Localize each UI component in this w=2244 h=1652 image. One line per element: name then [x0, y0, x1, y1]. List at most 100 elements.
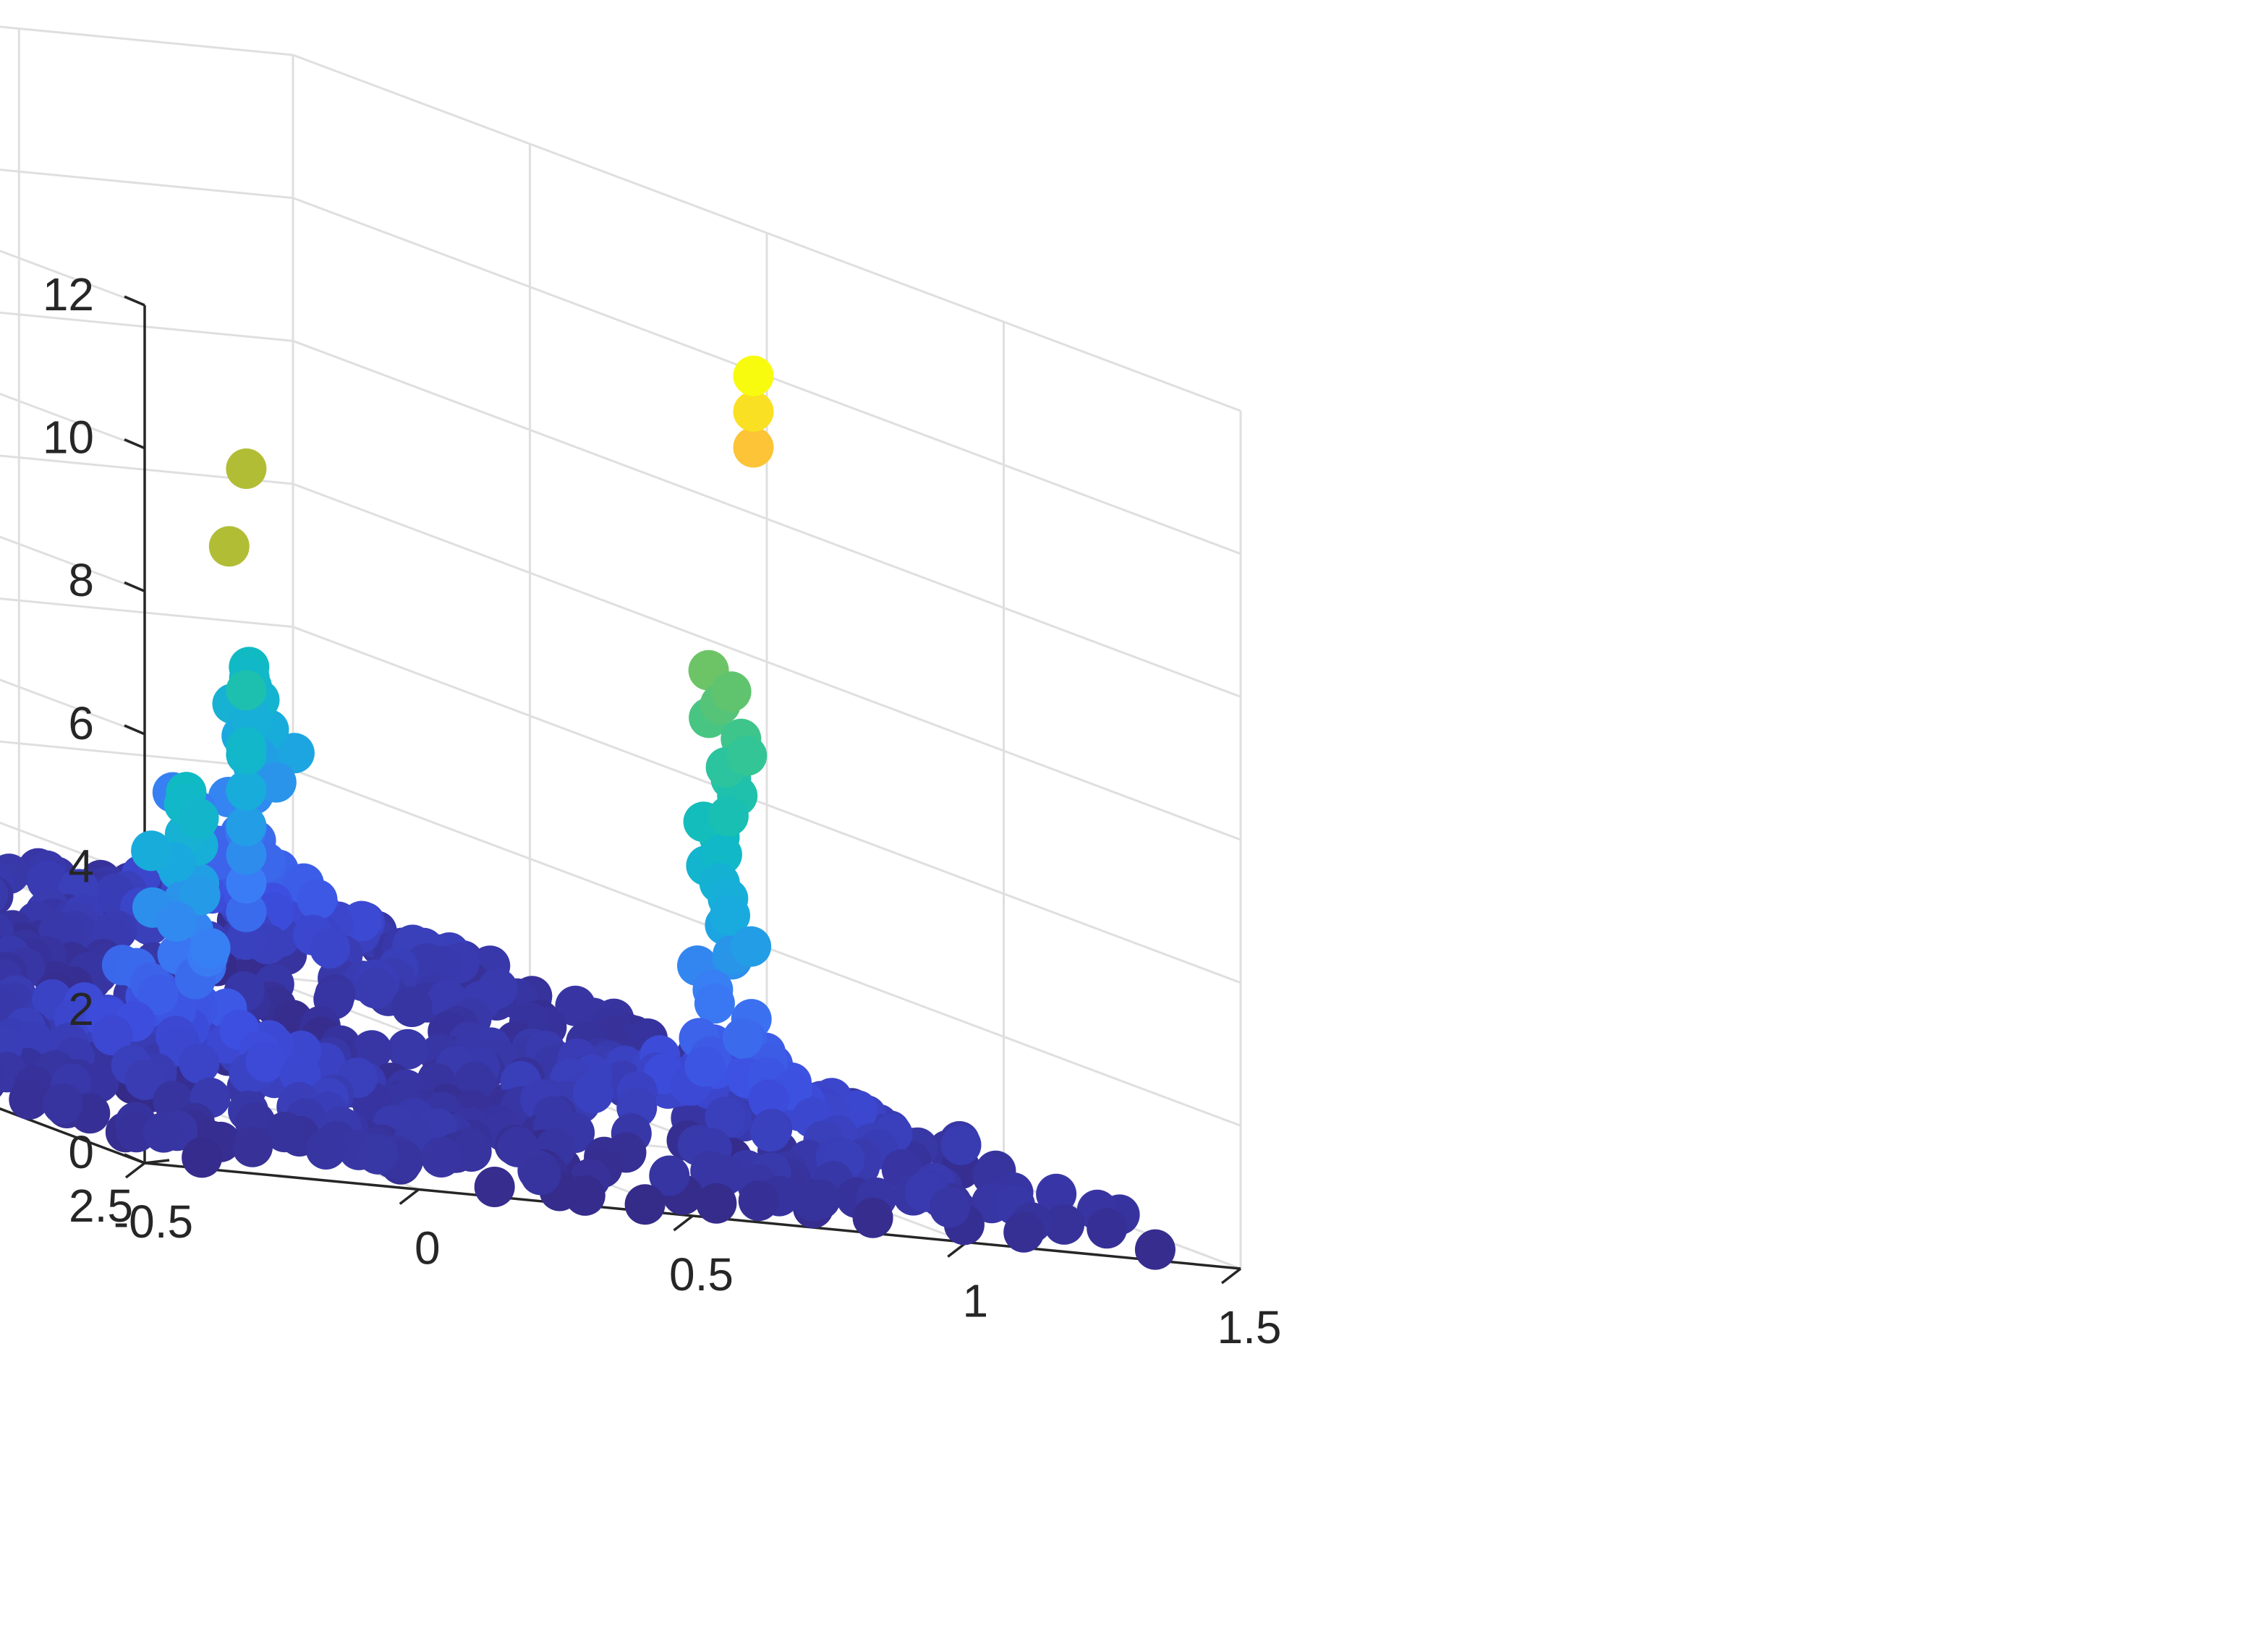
z-tick-label: 0 — [68, 1126, 94, 1178]
y-tick-mark — [144, 1159, 170, 1165]
x-tick-mark — [399, 1188, 420, 1205]
data-point — [357, 1133, 399, 1175]
data-point — [929, 1187, 970, 1228]
z-tick-mark — [124, 1153, 145, 1165]
data-point — [143, 1112, 184, 1153]
data-point — [707, 796, 749, 837]
data-point — [232, 1126, 273, 1167]
data-point — [733, 355, 774, 396]
data-point — [684, 1046, 726, 1087]
data-point — [310, 928, 351, 969]
z-tick-label: 12 — [43, 268, 94, 320]
backwall-grid-z — [0, 169, 294, 200]
x-tick-label: 0.5 — [669, 1248, 734, 1300]
data-point — [387, 1029, 428, 1070]
z-tick-label: 6 — [68, 697, 94, 749]
data-point — [710, 671, 752, 712]
data-point — [421, 1137, 462, 1178]
data-point — [940, 1125, 982, 1165]
data-point — [131, 830, 172, 872]
data-point — [245, 1041, 286, 1082]
data-point — [474, 1167, 515, 1207]
data-point — [649, 1155, 690, 1196]
data-point — [520, 1154, 561, 1196]
data-point — [226, 727, 267, 768]
z-tick-mark — [124, 581, 145, 592]
data-point — [750, 1111, 791, 1152]
backwall-grid-z — [0, 25, 294, 56]
x-tick-label: -0.5 — [114, 1196, 193, 1248]
x-tick-mark — [124, 1162, 146, 1179]
z-tick-label: 2 — [68, 983, 94, 1035]
data-point — [355, 968, 396, 1009]
data-point — [0, 1059, 6, 1086]
data-point — [792, 1180, 833, 1222]
data-point — [305, 1129, 347, 1170]
data-point — [723, 1018, 763, 1059]
z-tick-label: 4 — [68, 840, 94, 893]
data-point — [696, 1183, 737, 1224]
data-point — [226, 670, 267, 711]
points-layer — [0, 355, 1176, 1270]
x-tick-label: 0 — [415, 1222, 441, 1274]
data-point — [226, 770, 267, 811]
data-point — [226, 806, 267, 847]
data-point — [1036, 1173, 1077, 1214]
data-point — [0, 878, 9, 911]
data-point — [156, 901, 197, 942]
data-point — [226, 834, 267, 875]
data-point — [573, 1073, 613, 1114]
y-tick-label: 2.5 — [69, 1180, 133, 1232]
data-point — [208, 526, 250, 567]
data-point — [731, 926, 772, 967]
data-point — [1087, 1208, 1128, 1249]
data-point — [264, 1112, 305, 1153]
data-point — [226, 863, 267, 904]
x-tick-mark — [673, 1214, 694, 1232]
data-point — [733, 427, 774, 468]
data-point — [42, 1083, 83, 1125]
data-point — [451, 1131, 492, 1172]
data-point — [182, 1137, 223, 1178]
x-tick-label: 1 — [962, 1274, 988, 1327]
data-point — [733, 391, 774, 432]
data-point — [273, 733, 315, 774]
data-point — [694, 983, 735, 1024]
backwall-grid-z — [0, 454, 294, 485]
sidewall-grid-z — [292, 626, 1241, 984]
data-point — [1044, 1204, 1085, 1245]
sidewall-grid-z — [292, 54, 1241, 412]
data-point — [9, 1079, 50, 1120]
data-point — [738, 1180, 779, 1222]
z-tick-label: 8 — [68, 554, 94, 606]
z-tick-mark — [124, 724, 145, 736]
backwall-grid-z — [0, 597, 294, 629]
z-tick-mark — [124, 438, 145, 450]
data-point — [124, 1060, 166, 1100]
data-point — [226, 448, 267, 489]
sidewall-grid-z — [292, 482, 1241, 841]
data-point — [1003, 1212, 1045, 1253]
data-point — [1134, 1229, 1176, 1270]
data-point — [179, 1043, 220, 1084]
data-point — [624, 1184, 666, 1225]
x-tick-mark — [1220, 1267, 1242, 1285]
data-point — [179, 874, 221, 916]
data-point — [190, 927, 231, 968]
x-tick-label: 1.5 — [1217, 1301, 1282, 1353]
data-point — [852, 1197, 893, 1238]
data-point — [391, 987, 433, 1027]
data-point — [705, 1097, 746, 1138]
z-tick-mark — [124, 295, 145, 307]
data-point — [226, 891, 267, 932]
data-point — [297, 879, 338, 920]
data-point — [748, 1079, 789, 1120]
sidewall-grid-z — [292, 339, 1241, 698]
backwall-grid-z — [0, 311, 294, 342]
z-tick-label: 10 — [43, 412, 94, 464]
leftwall-grid-z — [0, 250, 145, 307]
data-point — [726, 735, 768, 776]
